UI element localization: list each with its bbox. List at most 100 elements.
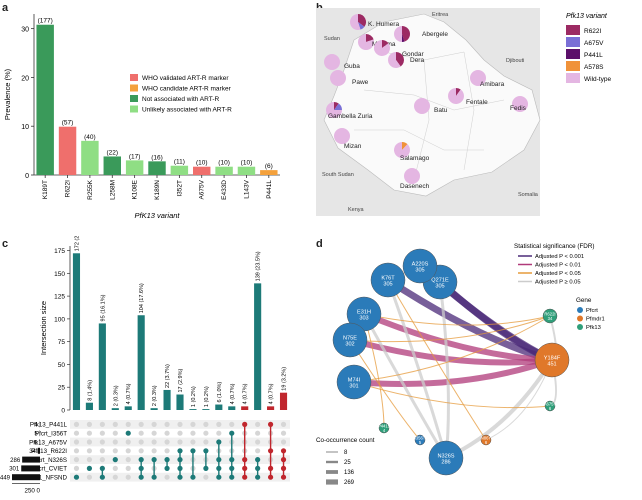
intersection-bar-label: 19 (3.2%) <box>282 367 288 391</box>
significance-legend-label: Adjusted P < 0.001 <box>535 254 584 260</box>
node-count-label: 303 <box>359 316 368 322</box>
x-tick-label: A675V <box>199 179 206 199</box>
intersection-bar <box>150 408 158 410</box>
x-tick-label: E433D <box>221 180 228 200</box>
x-tick-label: R622I <box>65 180 72 198</box>
site-pie-slice <box>402 34 405 42</box>
set-name-label: Pfk13_R622I <box>31 448 67 455</box>
bar <box>237 166 256 175</box>
y-axis-label: Intersection size <box>39 301 48 355</box>
x-tick-label: K108E <box>132 179 139 199</box>
bar <box>81 140 99 175</box>
site-label: Gondar <box>402 51 425 58</box>
panel-d-network: Q271E305K76T305A220S305E31H303N75E302M74… <box>316 243 605 486</box>
matrix-dot-empty <box>190 439 196 445</box>
matrix-dot-filled <box>86 465 93 471</box>
matrix-dot-empty <box>138 448 144 454</box>
bar <box>36 24 54 175</box>
legend-swatch <box>130 95 138 102</box>
set-name-label: Pfcrt_I356T <box>35 431 67 438</box>
panel-letter-d: d <box>316 238 323 250</box>
y-tick-label: 0 <box>61 408 65 415</box>
matrix-dot-filled <box>73 474 80 480</box>
panel-letter-c: c <box>2 238 9 250</box>
matrix-dot-empty <box>255 448 261 454</box>
intersection-bar <box>72 253 81 410</box>
bar-count-label: (177) <box>38 18 53 25</box>
site-label: Batu <box>434 107 448 114</box>
node-count-label: 6 <box>485 440 488 445</box>
intersection-bar <box>215 404 223 410</box>
matrix-dot-empty <box>203 430 209 436</box>
matrix-dot-empty <box>99 421 105 427</box>
intersection-bar-label: 4 (0.7%) <box>230 383 236 404</box>
map-legend-label: P441L <box>584 52 603 59</box>
matrix-dot-empty <box>190 430 196 436</box>
region-border <box>413 59 430 181</box>
site-label: Guba <box>344 63 360 70</box>
node-name-label: E31H <box>357 310 371 316</box>
matrix-dot-filled <box>112 457 118 463</box>
intersection-bar-label: 17 (2.9%) <box>178 368 184 392</box>
count-legend-title: Co-occurrence count <box>316 437 375 444</box>
matrix-dot-empty <box>280 439 287 445</box>
node-name-label: N86Y <box>481 436 492 441</box>
matrix-dot-empty <box>99 439 105 445</box>
intersection-bar-label: 6 (1.0%) <box>217 382 223 403</box>
site-pie-slice <box>334 102 339 110</box>
legend-swatch <box>130 74 138 81</box>
matrix-dot-empty <box>138 439 144 445</box>
bar-count-label: (22) <box>106 149 118 156</box>
site-pie-slice <box>388 52 401 68</box>
site-pie-slice <box>404 168 420 184</box>
site-pie-slice <box>394 26 402 42</box>
matrix-dot-empty <box>86 448 93 454</box>
intersection-bar-label: 22 (3.7%) <box>165 364 171 388</box>
region-border <box>363 89 505 111</box>
node-count-label: 6 <box>549 406 552 411</box>
site-pie-slice <box>366 34 374 42</box>
network-edge <box>362 311 553 363</box>
intersection-bar-label: 104 (17.6%) <box>139 283 145 313</box>
bar <box>125 160 144 175</box>
site-pie-slice <box>334 103 342 110</box>
intersection-bar-label: 95 (16.1%) <box>100 294 106 321</box>
matrix-dot-empty <box>73 421 80 427</box>
country-label: South Sudan <box>322 172 354 178</box>
matrix-dot-empty <box>112 430 118 436</box>
map-legend-swatch <box>566 61 580 71</box>
node-count-label: 305 <box>383 282 392 288</box>
matrix-dot-empty <box>86 457 93 463</box>
set-name-label: Pfk13_P441L <box>30 422 68 429</box>
matrix-dot-empty <box>125 457 131 463</box>
significance-legend-label: Adjusted P ≥ 0.05 <box>535 280 581 286</box>
node-name-label: A675V <box>544 402 557 407</box>
country-label: Sudan <box>324 36 340 42</box>
intersection-bar <box>189 409 197 410</box>
set-name-label: Pfmdr1_NFSND <box>22 475 67 482</box>
y-tick-label: 75 <box>58 339 66 346</box>
x-tick-label: L143V <box>243 179 250 198</box>
set-size-label: 5 <box>34 432 38 438</box>
x-tick-label: K189N <box>154 180 161 200</box>
node-name-label: P441L <box>378 424 391 429</box>
bar-count-label: (57) <box>62 120 74 127</box>
site-label: Gambella Zuria <box>328 113 373 120</box>
count-legend-label: 269 <box>344 480 355 486</box>
site-pie-slice <box>334 128 350 144</box>
matrix-dot-empty <box>125 421 131 427</box>
matrix-dot-filled <box>190 448 196 454</box>
matrix-dot-empty <box>112 448 118 454</box>
matrix-dot-empty <box>203 474 209 480</box>
panel-b-map: Eritrea Sudan Djibouti South Sudan Somalia Ke… <box>316 8 611 216</box>
node-count-label: 34 <box>548 316 553 321</box>
legend-label: WHO validated ART-R marker <box>142 75 229 82</box>
set-name-label: Pfcrt_CVIET <box>33 466 68 473</box>
matrix-dot-filled <box>280 448 287 454</box>
map-legend-swatch <box>566 49 580 59</box>
site-pie-slice <box>470 70 486 86</box>
matrix-dot-empty <box>73 448 80 454</box>
matrix-dot-empty <box>164 448 170 454</box>
x-tick-label: P441L <box>266 180 273 199</box>
x-tick-label: I352T <box>176 180 183 197</box>
